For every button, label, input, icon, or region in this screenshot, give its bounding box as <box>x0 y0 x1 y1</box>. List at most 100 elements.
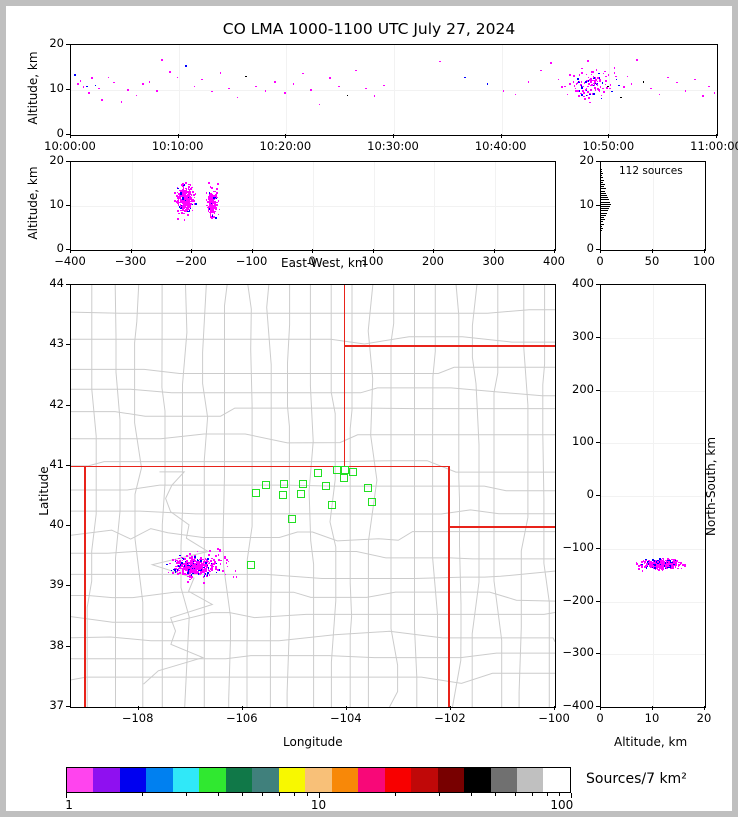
source-density-cell <box>367 498 376 507</box>
lma-source-point <box>613 72 616 74</box>
lma-source-point <box>182 190 184 193</box>
lma-source-point <box>216 569 219 572</box>
axis-tick-label: −100 <box>562 539 594 554</box>
lma-source-point <box>660 561 663 564</box>
lma-source-point <box>176 195 178 197</box>
histogram-bar <box>601 214 607 216</box>
lma-source-point <box>200 571 203 574</box>
lma-source-point <box>196 570 198 573</box>
lma-source-point <box>203 572 206 575</box>
lma-source-point <box>184 206 187 208</box>
lma-source-point <box>189 564 192 566</box>
lma-source-point <box>188 564 190 567</box>
lma-source-point <box>209 186 212 189</box>
axis-tick-label: 100 <box>693 254 715 268</box>
altitude-histogram-panel[interactable]: 112 sources <box>600 161 706 251</box>
map-plan-view-panel[interactable] <box>70 284 556 708</box>
source-density-cell <box>333 466 342 475</box>
lma-source-point <box>208 574 211 576</box>
lma-source-point <box>203 566 205 569</box>
lma-source-point <box>193 559 195 561</box>
axis-tick-label: 39 <box>49 577 64 592</box>
lma-source-point <box>178 212 180 215</box>
lma-source-point <box>82 86 85 88</box>
axis-tick-label: 10:40:00 <box>474 139 527 153</box>
lma-source-point <box>514 93 517 96</box>
lma-source-point <box>188 190 191 192</box>
lma-source-point <box>660 559 663 561</box>
lma-source-point <box>184 202 187 204</box>
lma-source-point <box>588 97 590 99</box>
axis-tick <box>66 344 70 346</box>
lma-source-point <box>669 561 672 564</box>
lma-source-point <box>589 89 592 91</box>
lma-source-point <box>206 559 208 561</box>
lma-source-point <box>212 565 215 568</box>
source-density-cell <box>279 490 288 499</box>
lma-source-point <box>292 83 295 85</box>
lma-source-point <box>177 192 180 195</box>
lma-source-point <box>188 208 190 211</box>
lma-source-point <box>211 569 214 571</box>
gridline <box>494 162 496 250</box>
lma-source-point <box>652 559 654 561</box>
lma-source-point <box>183 204 185 207</box>
lma-source-point <box>579 84 582 86</box>
lma-source-point <box>201 78 203 81</box>
lma-source-point <box>650 87 652 90</box>
colorbar-swatch <box>252 768 279 792</box>
lma-source-point <box>652 566 655 569</box>
lma-source-point <box>667 561 670 564</box>
lma-source-point <box>658 569 661 572</box>
lma-source-point <box>672 567 674 570</box>
colorbar[interactable] <box>66 767 571 793</box>
lma-source-point <box>207 571 209 574</box>
lma-source-point <box>180 564 183 566</box>
lma-source-point <box>214 210 216 213</box>
lma-source-point <box>318 103 321 106</box>
lma-source-point <box>188 197 190 200</box>
lma-source-point <box>594 82 597 85</box>
lma-source-point <box>599 86 602 88</box>
lma-source-point <box>701 95 704 97</box>
altitude-north-south-panel[interactable] <box>600 284 706 708</box>
source-density-cell <box>280 479 289 488</box>
lma-source-point <box>211 196 214 198</box>
lma-source-point <box>662 559 664 562</box>
lma-source-point <box>215 562 217 565</box>
lma-source-point <box>189 203 192 206</box>
time-height-panel[interactable] <box>70 44 718 136</box>
lma-source-point <box>657 566 659 568</box>
lma-source-point <box>204 558 207 561</box>
lma-source-point <box>581 72 583 74</box>
east-west-height-panel[interactable] <box>70 161 556 251</box>
lma-source-point <box>684 90 687 92</box>
gridline <box>653 285 654 707</box>
axis-tick <box>493 249 495 253</box>
source-density-cell <box>340 473 349 482</box>
colorbar-tick <box>294 793 296 796</box>
lma-source-point <box>598 72 600 75</box>
lma-source-point <box>187 206 190 209</box>
lma-source-point <box>659 560 662 562</box>
lma-source-point <box>573 74 576 77</box>
lma-source-point <box>182 185 184 188</box>
lma-source-point <box>189 576 191 579</box>
lma-source-point <box>204 573 207 576</box>
axis-tick <box>608 134 610 138</box>
lma-source-point <box>181 192 184 195</box>
time-height-plot-area <box>71 45 717 135</box>
axis-tick-label: −400 <box>562 698 594 712</box>
lma-source-point <box>557 78 560 81</box>
altitude-north-south-plot-area <box>601 285 705 707</box>
lma-source-point <box>189 195 191 198</box>
lma-source-point <box>195 203 197 205</box>
lma-source-point <box>208 196 210 198</box>
lma-source-point <box>201 566 203 569</box>
lma-source-point <box>187 575 190 578</box>
lma-source-point <box>192 562 195 565</box>
lma-source-point <box>175 568 178 570</box>
lma-source-point <box>186 209 189 211</box>
lma-source-point <box>217 213 220 216</box>
gridline <box>131 162 133 250</box>
